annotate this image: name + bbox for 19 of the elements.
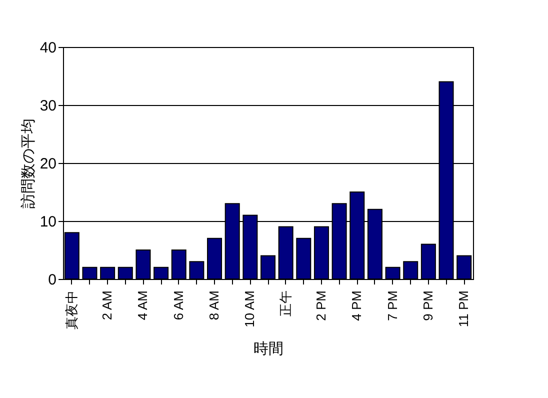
x-tick-label: 真夜中 bbox=[64, 290, 79, 330]
x-tick-label: 8 AM bbox=[206, 290, 222, 320]
y-tick-label: 0 bbox=[48, 272, 56, 288]
x-tick-label: 11 PM bbox=[456, 290, 472, 328]
y-tick-label: 10 bbox=[40, 214, 56, 230]
x-axis-title: 時間 bbox=[254, 340, 284, 358]
y-tick-label: 20 bbox=[40, 156, 56, 172]
y-tick-label: 30 bbox=[40, 98, 56, 114]
y-tick-label: 40 bbox=[40, 40, 56, 56]
x-tick-label: 6 AM bbox=[170, 290, 186, 320]
x-tick-label: 4 PM bbox=[349, 290, 364, 321]
y-axis-title: 訪問数の平均 bbox=[20, 118, 37, 208]
x-tick-label: 2 PM bbox=[313, 290, 328, 321]
x-tick-label: 7 PM bbox=[384, 290, 400, 321]
x-tick-label: 9 PM bbox=[420, 290, 436, 321]
x-tick-label: 10 AM bbox=[242, 290, 258, 328]
x-tick-label: 2 AM bbox=[100, 290, 115, 320]
x-tick-label: 正午 bbox=[278, 290, 293, 316]
x-tick-label: 4 AM bbox=[135, 290, 150, 320]
